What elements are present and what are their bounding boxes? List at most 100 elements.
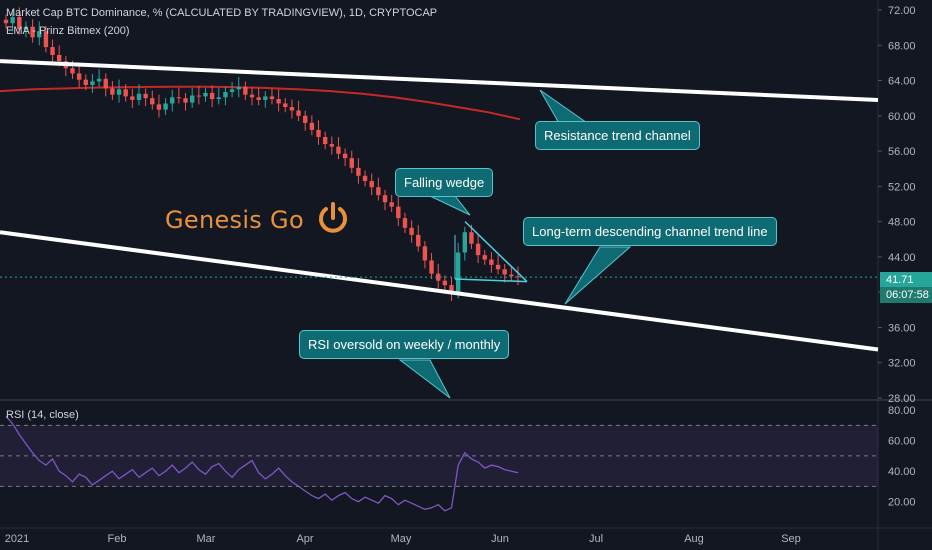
annotation-resistance: Resistance trend channel <box>535 121 700 150</box>
time-tick-label: Aug <box>684 533 704 545</box>
price-tick-label: 68.00 <box>888 40 916 52</box>
candle-body <box>296 110 301 116</box>
candle-body <box>376 187 381 196</box>
rsi-tick-label: 80.00 <box>888 405 916 417</box>
candle-body <box>196 95 202 97</box>
wedge-lower-line <box>454 278 528 283</box>
candle-body <box>502 269 507 275</box>
price-tick-label: 44.00 <box>888 252 916 264</box>
candle-body <box>342 153 348 159</box>
candle-body <box>163 103 168 110</box>
candle-body <box>356 167 361 176</box>
candle-body <box>183 98 188 103</box>
candle-body <box>462 232 468 253</box>
rsi-line <box>5 415 519 512</box>
candle-body <box>110 88 115 95</box>
candle-body <box>409 227 414 235</box>
rsi-tick-label: 20.00 <box>888 497 916 509</box>
candle-body <box>329 144 335 147</box>
candle-body <box>442 280 448 286</box>
candle-body <box>76 73 82 80</box>
candle-body <box>123 89 128 97</box>
candle-body <box>43 31 49 48</box>
candle-body <box>449 285 454 294</box>
price-tick-label: 72.00 <box>888 5 916 17</box>
candle-body <box>309 122 315 130</box>
rsi-tick-label: 40.00 <box>888 466 916 478</box>
ema-200-line <box>0 85 521 121</box>
price-tick-label: 28.00 <box>888 393 916 405</box>
candle-body <box>469 232 474 244</box>
candle-body <box>436 273 441 281</box>
ema-layer <box>0 85 521 121</box>
candle-body <box>402 218 408 228</box>
candle-body <box>17 17 22 30</box>
ema-legend: EMA - Prinz Bitmex (200) <box>6 25 130 37</box>
candle-body <box>396 206 401 219</box>
time-tick-label: Jun <box>491 533 509 545</box>
wedge-upper-line <box>464 221 528 283</box>
candle-body <box>269 96 275 100</box>
rsi-panel: 80.00 60.00 40.00 20.00 <box>0 405 916 512</box>
candle-body <box>316 129 321 137</box>
candle-body <box>263 96 268 100</box>
candle-body <box>23 26 29 30</box>
candle-body <box>216 97 221 100</box>
candle-body <box>382 195 388 203</box>
candle-body <box>130 96 135 100</box>
candle-body <box>336 146 341 154</box>
candle-body <box>90 81 95 85</box>
trend-lines <box>0 59 879 352</box>
candle-body <box>150 98 155 105</box>
time-tick-label: Feb <box>108 533 127 545</box>
candle-body <box>170 97 175 104</box>
candle-body <box>37 31 42 38</box>
candle-body <box>223 92 228 98</box>
time-tick-label: May <box>391 533 412 545</box>
candle-body <box>83 79 88 85</box>
price-tick-label: 64.00 <box>888 76 916 88</box>
annotation-falling-wedge: Falling wedge <box>395 168 494 197</box>
price-tick-label: 36.00 <box>888 322 916 334</box>
candle-body <box>283 103 288 107</box>
rsi-tick-label: 60.00 <box>888 436 916 448</box>
candle-body <box>509 274 514 277</box>
candle-body <box>50 47 55 55</box>
candle-body <box>243 86 248 95</box>
price-tick-label: 60.00 <box>888 111 916 123</box>
candle-body <box>136 93 142 100</box>
candle-body <box>369 181 374 188</box>
annotation-long-term: Long-term descending channel trend line <box>523 217 777 246</box>
candle-body <box>303 115 308 123</box>
candle-body <box>229 89 235 93</box>
annotation-rsi-oversold: RSI oversold on weekly / monthly <box>299 330 510 359</box>
candle-body <box>455 252 461 294</box>
candle-body <box>475 243 481 256</box>
candle-body <box>96 78 102 82</box>
resistance-trend-line <box>0 59 879 102</box>
price-tick-label: 52.00 <box>888 181 916 193</box>
annotation-pointers <box>398 89 632 399</box>
candle-body <box>276 99 281 104</box>
candle-body <box>236 86 241 90</box>
candle-body <box>322 136 328 145</box>
candle-body <box>422 246 428 261</box>
pointer-rsi-oversold <box>398 359 451 399</box>
time-tick-label: 2021 <box>5 533 29 545</box>
candle-body <box>416 234 421 247</box>
candle-body <box>289 107 295 111</box>
brand-text: Genesis Go <box>165 206 304 234</box>
candle-body <box>209 92 215 100</box>
time-axis: 2021 Feb Mar Apr May Jun Jul Aug Sep <box>5 533 801 545</box>
time-tick-label: Sep <box>781 533 801 545</box>
candle-body <box>389 202 394 207</box>
brand-logo: Genesis Go <box>165 200 350 236</box>
time-tick-label: Apr <box>296 533 313 545</box>
power-icon <box>318 202 347 233</box>
price-tick-label: 48.00 <box>888 217 916 229</box>
price-tick-label: 56.00 <box>888 146 916 158</box>
candle-body <box>482 255 487 260</box>
